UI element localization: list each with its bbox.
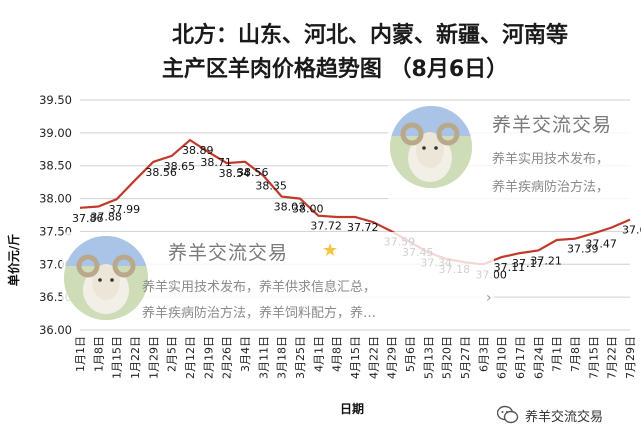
y-tick-label: 38.00 — [39, 192, 72, 206]
x-tick-label: 1月22日 — [129, 336, 142, 379]
x-tick-label: 7月29日 — [624, 336, 637, 379]
star-icon: ★ — [322, 240, 339, 261]
sheep-avatar-bottom — [64, 236, 148, 320]
wechat-icon — [497, 405, 519, 424]
y-tick-label: 36.00 — [39, 323, 72, 337]
y-tick-label: 39.50 — [39, 93, 72, 107]
x-tick-label: 4月15日 — [349, 336, 362, 379]
x-tick-label: 4月29日 — [386, 336, 399, 379]
data-label: 38.71 — [200, 156, 232, 169]
x-tick-label: 6月17日 — [514, 336, 527, 379]
x-tick-label: 7月15日 — [587, 336, 600, 379]
y-tick-label: 39.00 — [39, 126, 72, 140]
watermark: 养羊交流交易 — [497, 404, 637, 428]
x-tick-label: 2月19日 — [202, 336, 215, 379]
data-label: 38.65 — [164, 160, 196, 173]
data-label: 37.72 — [310, 220, 342, 233]
x-tick-label: 4月22日 — [367, 336, 380, 379]
watermark-text: 养羊交流交易 — [525, 410, 604, 425]
x-tick-label: 7月8日 — [569, 336, 582, 372]
data-label: 38.56 — [237, 166, 269, 179]
x-tick-label: 3月11日 — [257, 336, 270, 379]
data-label: 37.86 — [72, 212, 104, 225]
x-tick-label: 5月13日 — [422, 336, 435, 379]
sheep-icon — [64, 236, 148, 320]
data-label: 37.47 — [585, 237, 617, 250]
x-tick-label: 1月8日 — [92, 336, 105, 372]
account-name-top: 养羊交流交易 — [492, 114, 613, 136]
y-axis-label: 单价元/斤 — [6, 234, 21, 286]
account-desc-top-2: 养羊疾病防治方法， — [492, 180, 610, 195]
data-label: 38.35 — [255, 180, 286, 193]
sheep-avatar-top — [390, 106, 472, 188]
data-label: 37.17 — [512, 257, 544, 270]
chart-title-line-1: 北方：山东、河北、内蒙、新疆、河南等 — [172, 22, 568, 48]
data-label: 38.89 — [182, 144, 214, 157]
data-label: 37.88 — [90, 210, 122, 223]
chevron-right-icon[interactable]: › — [486, 290, 492, 306]
x-tick-label: 2月26日 — [221, 336, 234, 379]
x-tick-label: 5月27日 — [459, 336, 472, 379]
data-label: 38.03 — [274, 201, 306, 214]
data-label: 37.68 — [622, 224, 641, 237]
x-tick-label: 1月1日 — [74, 336, 87, 372]
account-desc-bottom-2: 养羊疾病防治方法，养羊饲料配方，养… — [142, 306, 377, 321]
x-axis-ticks: 1月1日 1月8日 1月15日 1月22日 1月29日 2月5日 2月12日 2月19日 2月2… — [74, 336, 637, 379]
x-tick-label: 4月1日 — [312, 336, 325, 372]
account-card-top[interactable]: 养羊交流交易 养羊实用技术发布， 养羊疾病防治方法， — [388, 104, 640, 210]
data-label: 37.39 — [567, 243, 599, 256]
sheep-icon — [390, 106, 472, 188]
account-desc-bottom-1: 养羊实用技术发布，养羊供求信息汇总， — [142, 280, 377, 295]
x-tick-label: 1月15日 — [111, 336, 124, 379]
price-line — [79, 138, 631, 266]
y-tick-label: 38.50 — [39, 159, 72, 173]
data-label: 37.99 — [109, 203, 140, 216]
data-label: 37.21 — [530, 254, 562, 267]
data-label: 38.54 — [219, 167, 251, 180]
x-tick-label: 6月3日 — [477, 336, 490, 372]
x-tick-label: 3月18日 — [276, 336, 289, 379]
data-label: 37.11 — [494, 261, 525, 274]
x-tick-label: 5月20日 — [441, 336, 454, 379]
chart-title-line-2: 主产区羊肉价格趋势图 （8月6日） — [162, 56, 508, 82]
account-card-bottom[interactable]: 养羊交流交易 ★ 养羊实用技术发布，养羊供求信息汇总， 养羊疾病防治方法，养羊饲… — [62, 232, 494, 324]
x-tick-label: 6月10日 — [496, 336, 509, 379]
data-label: 38.56 — [145, 166, 177, 179]
account-desc-top-1: 养羊实用技术发布， — [492, 152, 610, 167]
x-tick-label: 7月1日 — [551, 336, 564, 372]
x-tick-label: 6月24日 — [532, 336, 545, 379]
x-tick-label: 2月12日 — [184, 336, 197, 379]
account-name-bottom: 养羊交流交易 — [168, 242, 289, 264]
x-tick-label: 5月6日 — [404, 336, 417, 372]
x-tick-label: 3月4日 — [239, 336, 252, 372]
x-tick-label: 2月5日 — [166, 336, 179, 372]
x-tick-label: 3月25日 — [294, 336, 307, 379]
x-tick-label: 7月22日 — [606, 336, 619, 379]
data-label: 37.72 — [347, 221, 379, 234]
x-axis-label: 日期 — [340, 401, 364, 416]
x-tick-label: 1月29日 — [147, 336, 160, 379]
data-label: 38.00 — [292, 203, 324, 216]
x-tick-label: 4月8日 — [331, 336, 344, 372]
